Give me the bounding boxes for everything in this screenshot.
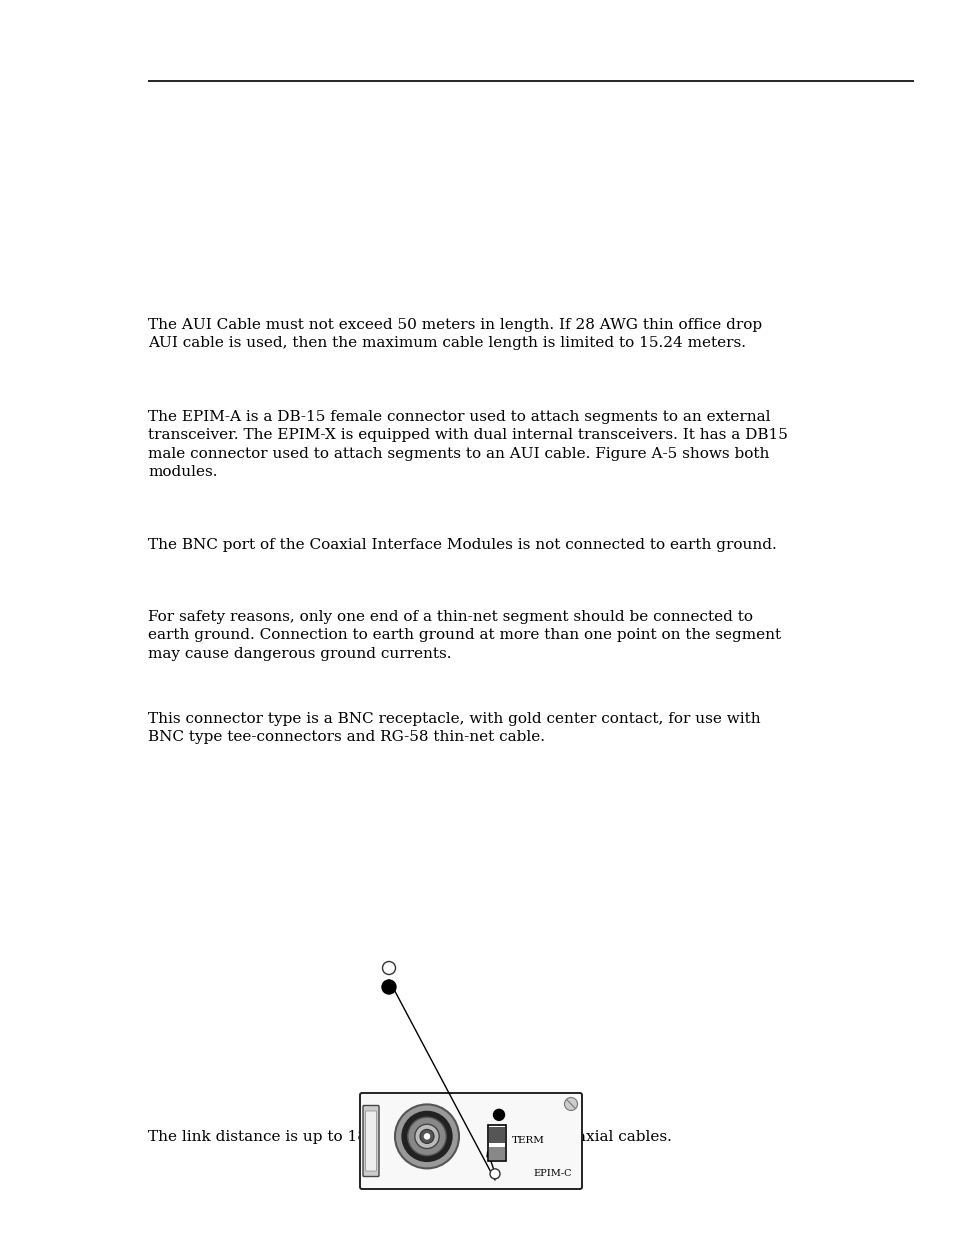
Text: The link distance is up to 185 meters on the thin-net coaxial cables.: The link distance is up to 185 meters on…	[148, 1130, 671, 1144]
Circle shape	[407, 1118, 446, 1156]
Text: may cause dangerous ground currents.: may cause dangerous ground currents.	[148, 647, 451, 661]
Circle shape	[493, 1109, 504, 1120]
Bar	[489, 1147, 504, 1160]
Circle shape	[381, 981, 395, 994]
Circle shape	[382, 962, 395, 974]
Circle shape	[564, 1098, 577, 1110]
Text: EPIM-C: EPIM-C	[533, 1170, 572, 1178]
Text: The BNC port of the Coaxial Interface Modules is not connected to earth ground.: The BNC port of the Coaxial Interface Mo…	[148, 538, 776, 552]
Circle shape	[419, 1129, 434, 1144]
Circle shape	[395, 1104, 458, 1168]
Text: transceiver. The EPIM-X is equipped with dual internal transceivers. It has a DB: transceiver. The EPIM-X is equipped with…	[148, 429, 787, 442]
Circle shape	[490, 1168, 499, 1179]
Circle shape	[415, 1124, 438, 1149]
Circle shape	[424, 1134, 429, 1139]
Text: For safety reasons, only one end of a thin-net segment should be connected to: For safety reasons, only one end of a th…	[148, 610, 752, 624]
Text: modules.: modules.	[148, 466, 217, 479]
Text: The EPIM-A is a DB-15 female connector used to attach segments to an external: The EPIM-A is a DB-15 female connector u…	[148, 410, 770, 424]
Bar	[489, 1126, 504, 1142]
Text: This connector type is a BNC receptacle, with gold center contact, for use with: This connector type is a BNC receptacle,…	[148, 713, 760, 726]
Text: TERM: TERM	[511, 1136, 544, 1145]
Circle shape	[401, 1112, 452, 1161]
FancyBboxPatch shape	[363, 1105, 378, 1177]
Text: earth ground. Connection to earth ground at more than one point on the segment: earth ground. Connection to earth ground…	[148, 629, 781, 642]
FancyBboxPatch shape	[365, 1112, 376, 1171]
FancyBboxPatch shape	[359, 1093, 581, 1189]
Text: AUI cable is used, then the maximum cable length is limited to 15.24 meters.: AUI cable is used, then the maximum cabl…	[148, 336, 745, 351]
Bar	[488, 1125, 505, 1161]
Text: The AUI Cable must not exceed 50 meters in length. If 28 AWG thin office drop: The AUI Cable must not exceed 50 meters …	[148, 317, 761, 332]
Text: BNC type tee-connectors and RG-58 thin-net cable.: BNC type tee-connectors and RG-58 thin-n…	[148, 730, 544, 745]
Text: male connector used to attach segments to an AUI cable. Figure A-5 shows both: male connector used to attach segments t…	[148, 447, 768, 461]
